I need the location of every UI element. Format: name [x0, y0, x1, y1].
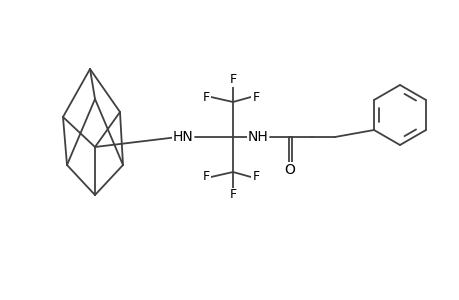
Text: NH: NH	[247, 130, 268, 144]
Text: F: F	[252, 170, 259, 184]
Text: O: O	[284, 163, 295, 177]
Text: F: F	[202, 170, 209, 184]
Text: HN: HN	[172, 130, 193, 144]
Text: F: F	[252, 91, 259, 103]
Text: F: F	[202, 91, 209, 103]
Text: F: F	[229, 188, 236, 202]
Text: F: F	[229, 73, 236, 85]
